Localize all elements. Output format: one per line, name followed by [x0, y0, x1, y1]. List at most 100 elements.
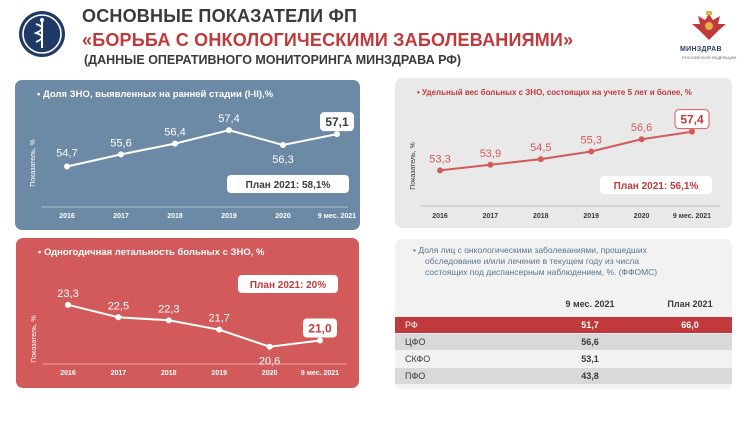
- x-tick-label: 2018: [161, 370, 177, 377]
- table-row: ПФО 43,8: [395, 368, 732, 384]
- x-tick-label: 2020: [634, 213, 650, 220]
- plan-box: [227, 175, 349, 193]
- data-label: 22,3: [158, 303, 179, 315]
- x-tick-label: 2020: [262, 370, 278, 377]
- plan-box: [238, 275, 338, 293]
- data-label: 21,7: [208, 313, 229, 325]
- plan-label: План 2021: 58,1%: [246, 180, 331, 191]
- data-point: [588, 148, 595, 155]
- page-title-line2: «БОРЬБА С ОНКОЛОГИЧЕСКИМИ ЗАБОЛЕВАНИЯМИ»: [82, 30, 574, 50]
- x-tick-label: 2017: [113, 213, 129, 220]
- plan-label: План 2021: 20%: [250, 280, 326, 291]
- data-label: 54,7: [56, 148, 77, 160]
- x-tick-label: 2019: [583, 213, 599, 220]
- data-point: [65, 301, 71, 308]
- x-tick-label: 2018: [167, 213, 183, 220]
- plan-label: План 2021: 56,1%: [614, 181, 699, 192]
- table-cell: ПФО: [405, 371, 426, 381]
- data-point: [689, 128, 695, 135]
- x-tick-label: 2018: [533, 213, 549, 220]
- chart-title: • Одногодичная летальность больных с ЗНО…: [38, 247, 265, 258]
- data-label: 55,6: [110, 137, 131, 149]
- x-tick-label: 2016: [60, 370, 76, 377]
- data-point: [317, 337, 323, 344]
- data-label: 53,3: [429, 153, 450, 165]
- data-point: [537, 156, 544, 163]
- data-point: [115, 314, 122, 321]
- data-label: 20,6: [259, 356, 280, 368]
- x-tick-label: 2017: [483, 213, 499, 220]
- data-label: 57,4: [680, 113, 704, 127]
- x-tick-label: 2017: [111, 370, 127, 377]
- data-point: [266, 343, 273, 350]
- chart-panel-five-years: • Удельный вес больных с ЗНО, состоящих …: [395, 78, 732, 228]
- table-cell: 66,0: [681, 320, 699, 330]
- x-tick-label: 9 мес. 2021: [301, 370, 339, 377]
- y-axis-label: Показатель, %: [30, 139, 37, 187]
- table-cell: ЦФО: [405, 337, 426, 347]
- data-point: [216, 326, 223, 333]
- table-row: СКФО 53,1: [395, 351, 732, 367]
- data-label: 56,3: [272, 154, 293, 166]
- y-axis-label: Показатель, %: [31, 315, 38, 363]
- x-tick-label: 9 мес. 2021: [673, 213, 711, 220]
- data-point: [226, 127, 232, 134]
- plan-box: [600, 176, 712, 194]
- data-label: 53,9: [480, 148, 501, 160]
- data-point: [437, 167, 443, 174]
- table-cell: РФ: [405, 320, 418, 330]
- table-title-line: состоящих под диспансерным наблюдением, …: [425, 267, 657, 277]
- data-point: [334, 131, 340, 138]
- table-cell: 51,7: [581, 320, 599, 330]
- table-title-line: • Доля лиц с онкологическими заболевания…: [413, 245, 648, 255]
- chart-early-stage: • Доля ЗНО, выявленных на ранней стадии …: [30, 89, 356, 220]
- data-label: 57,4: [218, 113, 239, 125]
- data-label: 55,3: [580, 135, 601, 147]
- x-tick-label: 2016: [432, 213, 448, 220]
- table-cell: СКФО: [405, 354, 431, 364]
- data-label: 21,0: [308, 322, 332, 336]
- table-cell: 43,8: [581, 371, 599, 381]
- page-title-line1: ОСНОВНЫЕ ПОКАЗАТЕЛИ ФП: [82, 6, 358, 26]
- data-point: [172, 140, 178, 147]
- data-point: [487, 161, 494, 168]
- chart-title: • Удельный вес больных с ЗНО, состоящих …: [417, 88, 692, 97]
- x-tick-label: 2020: [275, 213, 291, 220]
- data-label: 56,4: [164, 127, 185, 139]
- y-axis-label: Показатель, %: [410, 142, 417, 190]
- table-row: РФ 51,7 66,0: [395, 317, 732, 333]
- ministry-eagle-logo: [684, 10, 734, 68]
- x-tick-label: 2019: [221, 213, 237, 220]
- data-label: 54,5: [530, 142, 551, 154]
- table-header-cell: 9 мес. 2021: [565, 299, 615, 309]
- data-point: [118, 151, 124, 158]
- data-label: 22,5: [108, 300, 129, 312]
- data-label: 57,1: [325, 115, 349, 129]
- data-point: [165, 317, 172, 324]
- data-label: 23,3: [57, 288, 78, 300]
- table-title-line: обследование и/или лечение в текущем год…: [425, 256, 639, 266]
- table-cell: 56,6: [581, 337, 599, 347]
- data-point: [280, 141, 286, 148]
- table-row: ЦФО 56,6: [395, 334, 732, 350]
- series-line: [66, 129, 338, 168]
- medical-emblem-logo: [18, 10, 66, 58]
- ministry-logo-subtext: РОССИЙСКОЙ ФЕДЕРАЦИИ: [682, 55, 737, 60]
- table-cell: 53,1: [581, 354, 599, 364]
- page-subtitle: (ДАННЫЕ ОПЕРАТИВНОГО МОНИТОРИНГА МИНЗДРА…: [84, 53, 462, 67]
- chart-mortality: • Одногодичная летальность больных с ЗНО…: [31, 247, 347, 377]
- chart-title: • Доля ЗНО, выявленных на ранней стадии …: [37, 89, 274, 100]
- highlight-label-box: [303, 318, 337, 338]
- highlight-label-box: [674, 109, 710, 130]
- chart-five-years: • Удельный вес больных с ЗНО, состоящих …: [410, 88, 720, 220]
- table-title-area: • Доля лиц с онкологическими заболевания…: [413, 245, 657, 277]
- ministry-logo-text: МИНЗДРАВ: [680, 46, 722, 53]
- series-line: [439, 130, 693, 172]
- chart-panel-mortality: • Одногодичная летальность больных с ЗНО…: [16, 238, 359, 388]
- x-tick-label: 9 мес. 2021: [318, 213, 356, 220]
- data-label: 56,6: [631, 122, 652, 134]
- series-line: [67, 303, 321, 348]
- data-point: [638, 136, 645, 143]
- data-point: [64, 163, 70, 170]
- chart-panel-early-stage: • Доля ЗНО, выявленных на ранней стадии …: [15, 80, 360, 230]
